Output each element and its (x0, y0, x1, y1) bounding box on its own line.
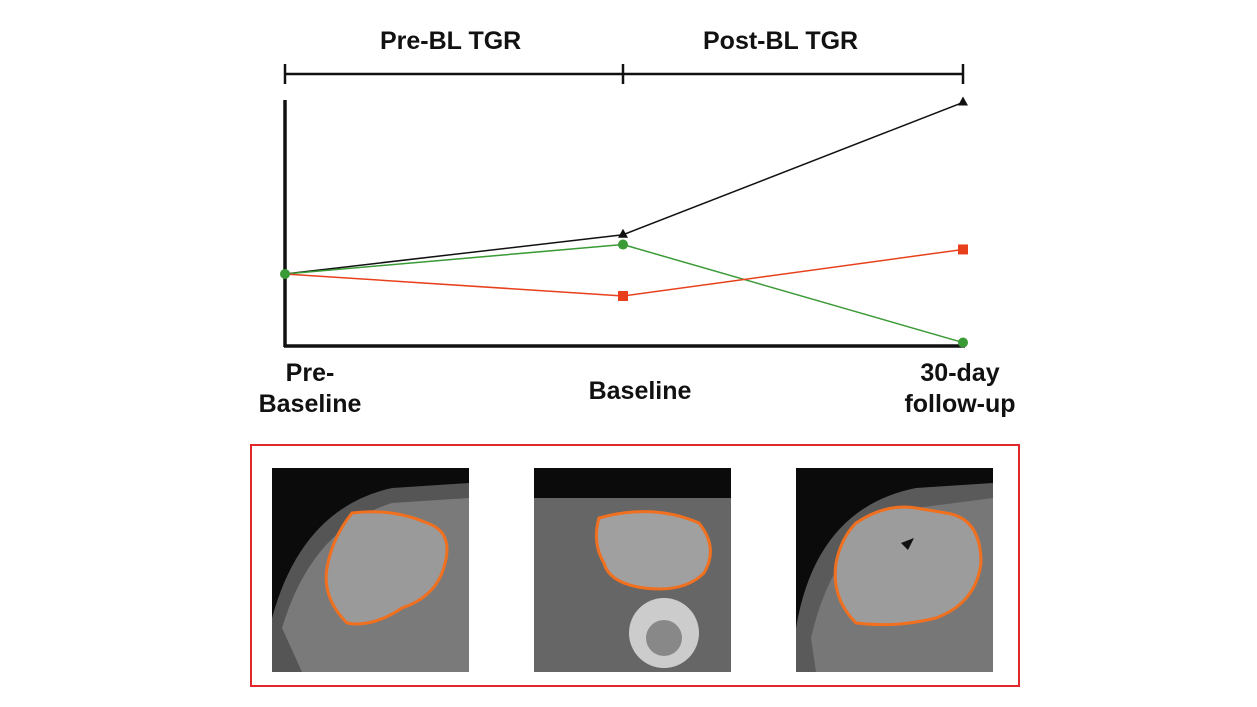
ct-image-baseline (534, 468, 731, 672)
marker-red-1 (618, 291, 628, 301)
ct-image-30-day (796, 468, 993, 672)
x-label-30-day-line1: 30-day (920, 359, 1000, 387)
x-label-baseline: Baseline (560, 376, 720, 407)
marker-black-2 (958, 96, 968, 106)
marker-green-0 (280, 268, 290, 279)
marker-green-2 (958, 337, 968, 348)
x-label-baseline-line1: Baseline (588, 377, 692, 405)
x-label-30-day: 30-day follow-up (885, 358, 1035, 420)
x-label-pre-baseline-line2: Baseline (258, 390, 362, 418)
marker-green-1 (618, 239, 628, 250)
period-label-post: Post-BL TGR (703, 27, 859, 55)
x-label-pre-baseline: Pre- Baseline (240, 358, 380, 420)
tumor-contour (833, 505, 983, 627)
series-line-red (284, 248, 964, 297)
tumor-contour (594, 510, 712, 591)
tumor-contour (324, 510, 449, 626)
x-label-30-day-line2: follow-up (904, 390, 1016, 418)
period-label-pre: Pre-BL TGR (380, 27, 522, 55)
marker-black-1 (618, 228, 628, 238)
tgr-chart (280, 64, 968, 348)
ct-image-pre-baseline (272, 468, 469, 672)
marker-red-2 (958, 244, 968, 255)
x-label-pre-baseline-line1: Pre- (285, 359, 335, 387)
ct-image-panel (250, 444, 1020, 687)
